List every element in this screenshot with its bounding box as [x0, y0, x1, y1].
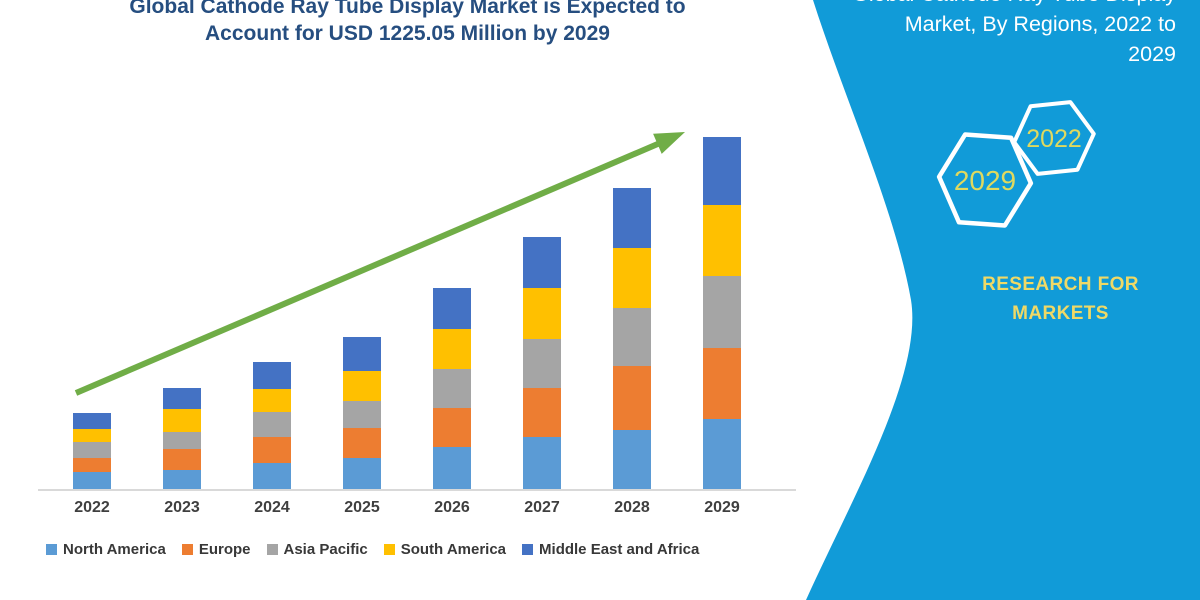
brand-text: RESEARCH FOR MARKETS	[948, 270, 1173, 328]
legend: North America Europe Asia Pacific South Ame…	[46, 541, 786, 558]
bar-segment	[73, 428, 111, 442]
bar-segment	[253, 412, 291, 437]
bar-segment	[433, 407, 471, 447]
side-panel-heading: Global Cathode Ray Tube Display Market, …	[816, 0, 1176, 69]
stacked-bar-2023	[163, 388, 201, 489]
side-panel-heading-line2: Market, By Regions, 2022 to	[904, 12, 1176, 36]
legend-swatch-icon	[383, 544, 395, 555]
bar-segment	[343, 400, 381, 429]
side-panel-heading-line3: 2029	[1128, 42, 1176, 66]
bar-segment	[73, 472, 111, 489]
stacked-bar-2028	[613, 188, 651, 489]
bar-segment	[613, 188, 651, 249]
chart-title-line1: Global Cathode Ray Tube Display Market i…	[129, 0, 686, 18]
bar-segment	[343, 370, 381, 401]
brand-line1: RESEARCH FOR	[982, 274, 1139, 295]
bar-segment	[523, 436, 561, 489]
stacked-bar-2025	[343, 337, 381, 489]
bar-segment	[163, 448, 201, 471]
x-axis-label: 2026	[434, 499, 470, 516]
bar-segment	[523, 388, 561, 437]
x-axis-label: 2029	[704, 499, 740, 516]
legend-label: Middle East and Africa	[539, 541, 700, 558]
side-panel-heading-line1: Global Cathode Ray Tube Display	[816, 0, 1176, 9]
bar-segment	[703, 347, 741, 420]
bar-segment	[253, 362, 291, 390]
bar-segment	[163, 388, 201, 410]
bar-segment	[73, 441, 111, 458]
chart-area: 2022 2023 2024 2025 2026 2027 2028 2029 North A…	[38, 136, 796, 558]
legend-label: Asia Pacific	[283, 541, 368, 558]
bar-segment	[253, 463, 291, 489]
legend-swatch-icon	[522, 544, 534, 555]
bar-segment	[433, 369, 471, 408]
bar-segment	[253, 436, 291, 464]
stacked-bar-2026	[433, 287, 471, 489]
legend-label: South America	[400, 541, 507, 558]
hexagon-2022-icon	[1012, 100, 1096, 176]
legend-item: South America	[383, 541, 507, 558]
bar-segment	[253, 389, 291, 413]
x-axis-label: 2028	[614, 499, 650, 516]
legend-item: Asia Pacific	[266, 541, 368, 558]
stacked-bar-2024	[253, 362, 291, 489]
bar-segment	[433, 446, 471, 489]
legend-swatch-icon	[46, 544, 57, 555]
bar-segment	[703, 419, 741, 489]
bar-segment	[73, 412, 111, 429]
legend-swatch-icon	[181, 544, 193, 555]
x-axis-label: 2024	[254, 499, 290, 516]
bar-segment	[613, 308, 651, 367]
x-axis-label: 2025	[344, 499, 380, 516]
bar-segment	[343, 337, 381, 371]
x-axis-label: 2027	[524, 499, 560, 516]
legend-label: North America	[63, 541, 166, 558]
brand-line2: MARKETS	[1012, 303, 1109, 324]
chart-title-line2: Account for USD 1225.05 Million by 2029	[205, 22, 610, 45]
legend-label: Europe	[198, 541, 251, 558]
bar-segment	[523, 287, 561, 339]
x-axis-label: 2023	[164, 499, 200, 516]
bar-segment	[163, 470, 201, 489]
bar-segment	[613, 430, 651, 489]
bar-segment	[163, 409, 201, 433]
bar-segment	[433, 329, 471, 370]
legend-swatch-icon	[266, 544, 278, 555]
stacked-bar-2029	[703, 136, 741, 489]
bar-segment	[163, 432, 201, 449]
bar-segment	[73, 457, 111, 472]
legend-item: Europe	[181, 541, 251, 558]
x-axis-label: 2022	[74, 499, 110, 516]
hexagon-2022-label: 2022	[1026, 125, 1082, 153]
bar-segment	[613, 248, 651, 309]
legend-item: North America	[46, 541, 166, 558]
chart-title: Global Cathode Ray Tube Display Market i…	[85, 0, 730, 47]
bar-segment	[703, 136, 741, 206]
x-axis-line	[38, 489, 796, 491]
bar-segment	[523, 338, 561, 389]
stacked-bar-2022	[73, 412, 111, 489]
bar-segment	[523, 237, 561, 288]
hexagon-2029-label: 2029	[954, 165, 1016, 196]
stacked-bar-2027	[523, 237, 561, 489]
bar-segment	[433, 287, 471, 330]
bar-segment	[613, 366, 651, 430]
bar-segment	[703, 276, 741, 348]
legend-item: Middle East and Africa	[522, 541, 699, 558]
bar-segment	[703, 205, 741, 277]
hexagon-2029-icon	[936, 132, 1034, 228]
bar-segment	[343, 458, 381, 489]
bar-segment	[343, 428, 381, 459]
